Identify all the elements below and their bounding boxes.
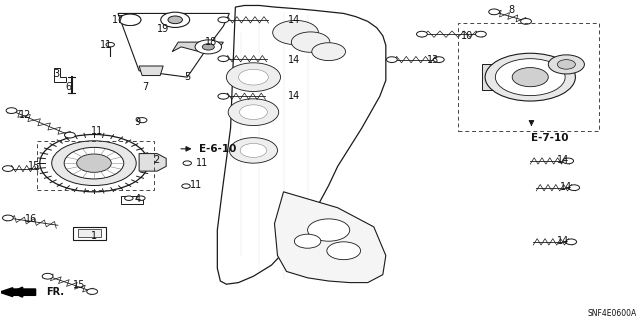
Circle shape [42, 273, 53, 279]
Circle shape [240, 143, 267, 157]
Circle shape [485, 53, 575, 101]
FancyBboxPatch shape [77, 229, 101, 237]
Text: 12: 12 [19, 110, 31, 120]
Text: 19: 19 [157, 24, 170, 34]
Circle shape [161, 12, 189, 28]
Text: FR.: FR. [46, 287, 64, 297]
Circle shape [168, 16, 182, 24]
FancyBboxPatch shape [482, 64, 500, 90]
Circle shape [229, 138, 278, 163]
Text: 14: 14 [287, 15, 300, 25]
Text: 13: 13 [427, 55, 439, 65]
Text: 2: 2 [153, 155, 159, 165]
Circle shape [239, 105, 268, 120]
Circle shape [227, 63, 280, 92]
Text: SNF4E0600A: SNF4E0600A [588, 309, 637, 318]
Text: 11: 11 [91, 126, 103, 136]
Circle shape [3, 166, 13, 172]
Circle shape [202, 44, 214, 50]
Circle shape [228, 99, 278, 125]
Circle shape [557, 60, 575, 69]
Polygon shape [139, 66, 163, 76]
Text: 14: 14 [287, 91, 300, 101]
Circle shape [417, 31, 428, 37]
Circle shape [40, 134, 148, 192]
Circle shape [569, 185, 580, 190]
Text: 17: 17 [112, 15, 124, 26]
Text: 11: 11 [196, 158, 209, 168]
Text: 5: 5 [184, 72, 190, 82]
FancyBboxPatch shape [121, 196, 143, 204]
Polygon shape [218, 5, 386, 284]
Circle shape [218, 17, 228, 23]
Circle shape [119, 14, 141, 26]
FancyArrow shape [0, 288, 36, 297]
Circle shape [512, 68, 548, 87]
Circle shape [239, 69, 268, 85]
Circle shape [489, 9, 500, 15]
Text: 10: 10 [461, 31, 473, 41]
Circle shape [119, 14, 141, 26]
Circle shape [308, 219, 349, 241]
Circle shape [106, 43, 115, 47]
Circle shape [182, 184, 190, 188]
Circle shape [273, 20, 319, 45]
Polygon shape [118, 13, 229, 77]
Text: 15: 15 [28, 161, 40, 171]
Circle shape [52, 141, 136, 186]
Circle shape [3, 215, 13, 221]
Circle shape [433, 57, 444, 62]
Text: 6: 6 [66, 82, 72, 92]
Polygon shape [172, 42, 223, 52]
Circle shape [137, 196, 145, 200]
Circle shape [77, 154, 111, 172]
Circle shape [183, 161, 191, 165]
Text: 8: 8 [508, 5, 514, 15]
Polygon shape [139, 154, 166, 171]
Circle shape [294, 234, 321, 248]
Text: 14: 14 [287, 55, 300, 65]
Circle shape [195, 40, 221, 54]
Circle shape [312, 43, 346, 60]
Text: E-6-10: E-6-10 [199, 144, 237, 154]
Circle shape [327, 242, 360, 260]
Circle shape [64, 148, 124, 179]
Circle shape [218, 93, 228, 99]
Text: 11: 11 [100, 40, 112, 50]
Text: 7: 7 [142, 82, 148, 92]
Text: 11: 11 [190, 180, 202, 190]
Text: 4: 4 [135, 194, 141, 204]
Text: 14: 14 [557, 236, 570, 246]
Circle shape [387, 57, 397, 62]
Circle shape [6, 108, 17, 114]
Circle shape [138, 118, 147, 123]
Text: 16: 16 [25, 214, 37, 224]
Text: 1: 1 [91, 231, 97, 241]
Text: 18: 18 [205, 37, 218, 47]
Circle shape [520, 19, 531, 24]
Circle shape [125, 196, 133, 200]
Circle shape [218, 56, 228, 61]
Circle shape [548, 55, 584, 74]
Circle shape [566, 239, 577, 245]
Text: 9: 9 [135, 117, 141, 127]
Circle shape [65, 132, 76, 138]
Circle shape [476, 31, 486, 37]
Polygon shape [275, 192, 386, 283]
Text: 15: 15 [73, 280, 85, 290]
Text: E-7-10: E-7-10 [531, 133, 569, 143]
Circle shape [495, 59, 565, 96]
FancyBboxPatch shape [73, 227, 106, 240]
Text: 14: 14 [560, 182, 572, 192]
Circle shape [87, 289, 97, 294]
Text: 3: 3 [53, 69, 59, 79]
Text: 14: 14 [557, 155, 570, 165]
Circle shape [563, 158, 573, 164]
Circle shape [124, 17, 136, 23]
Polygon shape [54, 68, 66, 82]
Circle shape [291, 32, 330, 52]
